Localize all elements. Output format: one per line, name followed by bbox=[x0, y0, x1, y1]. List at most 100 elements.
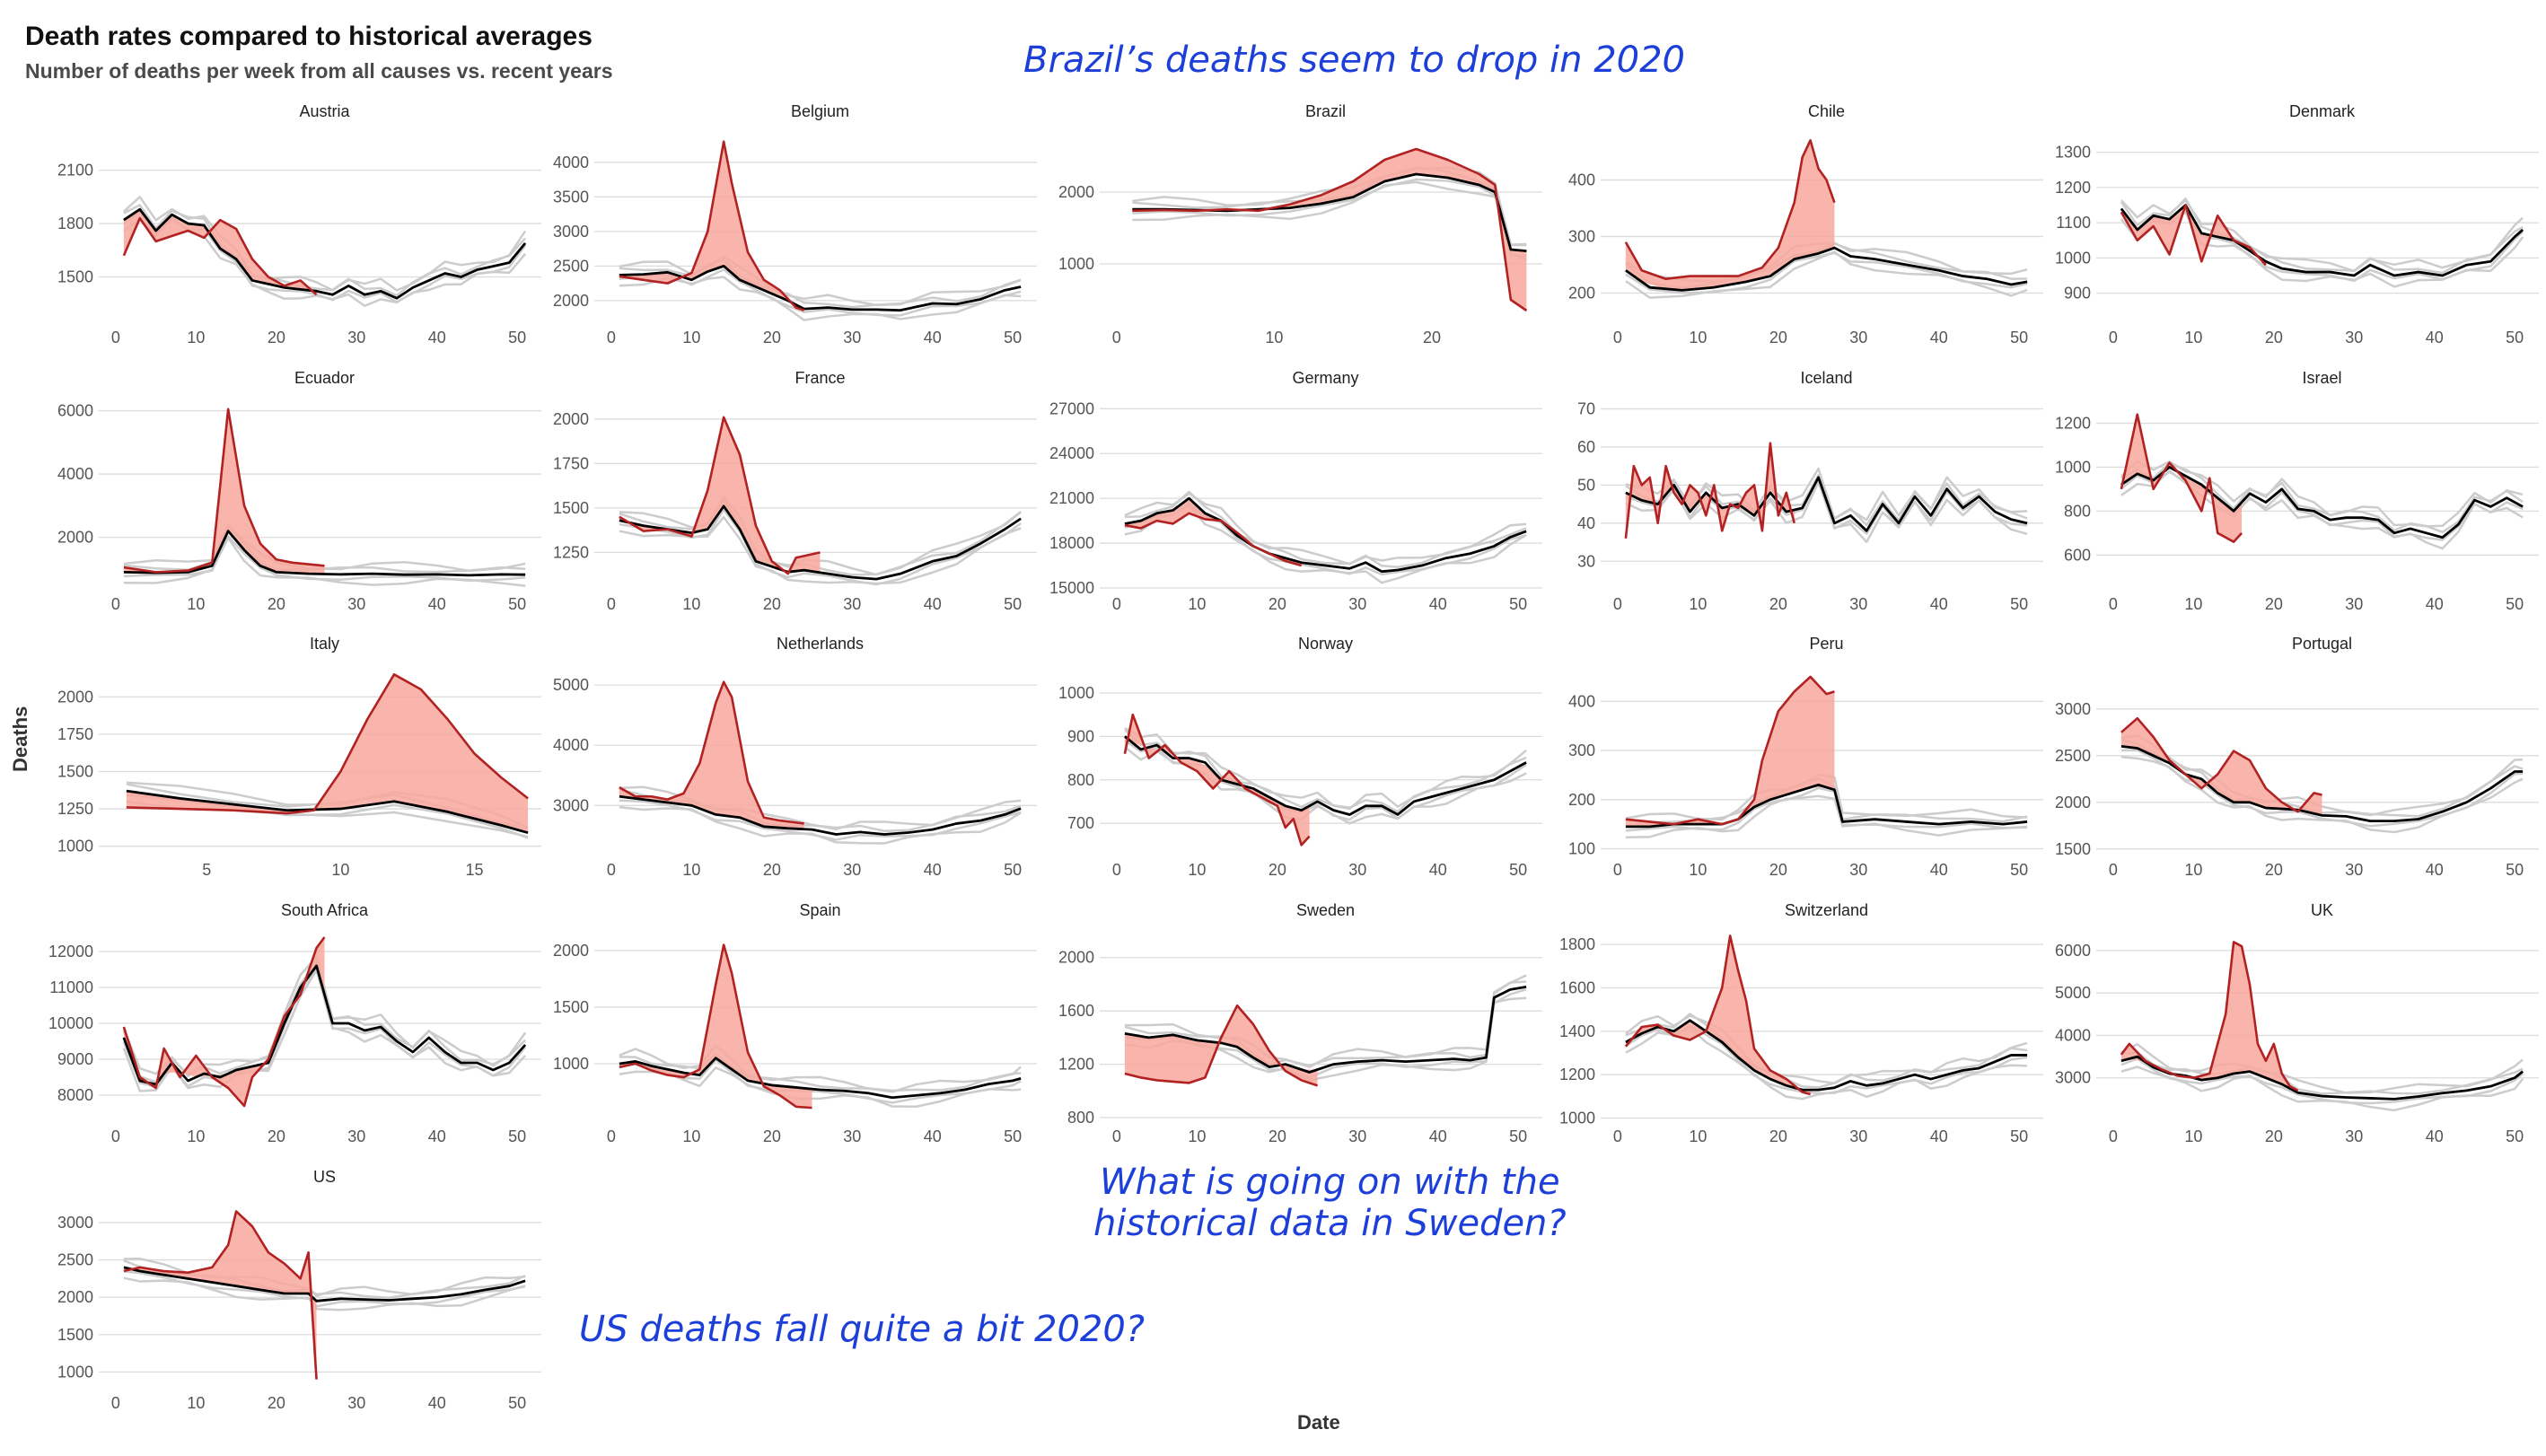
panel-us: US 1000 1500 2000 2500 3000 0 10 20 30 40 50 bbox=[57, 1168, 541, 1412]
excess-area bbox=[2120, 205, 2266, 266]
x-tick-label: 20 bbox=[1769, 861, 1787, 879]
x-tick-label: 0 bbox=[607, 861, 616, 879]
historical-line bbox=[2120, 1051, 2524, 1095]
x-tick-label: 10 bbox=[682, 595, 700, 613]
x-tick-label: 0 bbox=[1613, 1127, 1622, 1145]
x-tick-label: 50 bbox=[1004, 1127, 1022, 1145]
x-tick-label: 0 bbox=[111, 595, 120, 613]
x-tick-label: 40 bbox=[428, 1394, 446, 1412]
x-tick-label: 10 bbox=[187, 1394, 205, 1412]
x-tick-label: 50 bbox=[2506, 861, 2524, 879]
panel-title: Belgium bbox=[791, 102, 849, 120]
panel-brazil: Brazil 1000 2000 0 10 20 bbox=[1058, 102, 1542, 346]
x-tick-label: 50 bbox=[1509, 1127, 1527, 1145]
y-tick-label: 3500 bbox=[553, 188, 589, 206]
y-tick-label: 24000 bbox=[1049, 444, 1094, 462]
average-line bbox=[1124, 735, 1527, 816]
x-tick-label: 40 bbox=[924, 861, 942, 879]
x-tick-label: 5 bbox=[202, 861, 211, 879]
x-tick-label: 30 bbox=[347, 329, 365, 346]
x-tick-label: 20 bbox=[763, 595, 781, 613]
x-tick-label: 50 bbox=[508, 1127, 526, 1145]
excess-area bbox=[123, 1211, 317, 1380]
panel-title: Brazil bbox=[1305, 102, 1346, 120]
average-line bbox=[123, 530, 526, 577]
y-tick-label: 1500 bbox=[2055, 840, 2091, 858]
panel-title: Sweden bbox=[1296, 901, 1355, 919]
x-axis-label: Date bbox=[1297, 1411, 1340, 1434]
average-line bbox=[126, 789, 529, 835]
excess-area bbox=[126, 674, 529, 833]
y-tick-label: 11000 bbox=[49, 978, 93, 996]
panel-belgium: Belgium 2000 2500 3000 3500 4000 0 10 20 30 40 50 bbox=[553, 102, 1037, 346]
y-tick-label: 2000 bbox=[57, 529, 93, 547]
x-tick-label: 20 bbox=[763, 329, 781, 346]
x-tick-label: 40 bbox=[1429, 595, 1447, 613]
y-tick-label: 4000 bbox=[57, 465, 93, 483]
x-tick-label: 50 bbox=[508, 1394, 526, 1412]
x-tick-label: 50 bbox=[1004, 595, 1022, 613]
x-tick-label: 20 bbox=[268, 329, 285, 346]
x-tick-label: 30 bbox=[843, 595, 861, 613]
y-tick-label: 3000 bbox=[57, 1214, 93, 1232]
x-tick-label: 0 bbox=[607, 1127, 616, 1145]
panel-germany: Germany 15000 18000 21000 24000 27000 0 10 20 30 4… bbox=[1049, 369, 1542, 613]
x-tick-label: 40 bbox=[1429, 1127, 1447, 1145]
panel-title: Netherlands bbox=[777, 635, 864, 653]
historical-line bbox=[1124, 980, 1527, 1067]
historical-line bbox=[619, 508, 1022, 586]
panel-italy: Italy 1000 1250 1500 1750 2000 5 10 15 bbox=[57, 635, 541, 879]
y-tick-label: 2000 bbox=[553, 292, 589, 310]
panel-title: France bbox=[795, 369, 845, 387]
x-tick-label: 40 bbox=[1930, 329, 1948, 346]
excess-area bbox=[2120, 942, 2298, 1093]
panel-title: Portugal bbox=[2292, 635, 2352, 653]
y-tick-label: 300 bbox=[1568, 227, 1595, 245]
y-tick-label: 2000 bbox=[2055, 794, 2091, 811]
y-tick-label: 1500 bbox=[553, 998, 589, 1016]
x-tick-label: 15 bbox=[465, 861, 483, 879]
historical-line bbox=[619, 799, 1022, 841]
line-2020 bbox=[1123, 713, 1311, 846]
x-tick-label: 50 bbox=[2010, 595, 2028, 613]
x-tick-label: 0 bbox=[1112, 1127, 1121, 1145]
line-2020 bbox=[2120, 204, 2267, 267]
excess-area bbox=[1124, 498, 1302, 566]
x-tick-label: 50 bbox=[2506, 1127, 2524, 1145]
y-tick-label: 27000 bbox=[1049, 399, 1094, 417]
panel-france: France 1250 1500 1750 2000 0 10 20 30 40 50 bbox=[553, 369, 1037, 613]
x-tick-label: 10 bbox=[187, 1127, 205, 1145]
x-tick-label: 30 bbox=[2345, 861, 2363, 879]
x-tick-label: 20 bbox=[1423, 329, 1441, 346]
x-tick-label: 20 bbox=[268, 595, 285, 613]
x-tick-label: 30 bbox=[2345, 1127, 2363, 1145]
y-tick-label: 2500 bbox=[57, 1251, 93, 1269]
historical-line bbox=[123, 525, 526, 573]
panel-title: Switzerland bbox=[1785, 901, 1868, 919]
historical-line bbox=[1132, 180, 1527, 261]
excess-area bbox=[1124, 715, 1310, 846]
x-tick-label: 20 bbox=[2265, 329, 2283, 346]
x-tick-label: 30 bbox=[1849, 595, 1867, 613]
panel-title: Germany bbox=[1292, 369, 1358, 387]
historical-line bbox=[123, 204, 527, 297]
excess-area bbox=[619, 417, 821, 575]
x-tick-label: 0 bbox=[2109, 1127, 2118, 1145]
y-tick-label: 4000 bbox=[553, 153, 589, 171]
line-2020 bbox=[1124, 1004, 1318, 1087]
x-tick-label: 30 bbox=[347, 1127, 365, 1145]
line-2020 bbox=[1624, 934, 1811, 1096]
panel-spain: Spain 1000 1500 2000 0 10 20 30 40 50 bbox=[553, 901, 1037, 1145]
y-tick-label: 1100 bbox=[2056, 214, 2091, 232]
x-tick-label: 0 bbox=[111, 1127, 120, 1145]
x-tick-label: 20 bbox=[2265, 1127, 2283, 1145]
y-tick-label: 900 bbox=[2064, 285, 2091, 303]
x-tick-label: 50 bbox=[1509, 595, 1527, 613]
x-tick-label: 50 bbox=[1004, 329, 1022, 346]
x-tick-label: 0 bbox=[2109, 595, 2118, 613]
y-tick-label: 50 bbox=[1577, 476, 1595, 494]
historical-line bbox=[2120, 461, 2524, 534]
average-line bbox=[2120, 466, 2524, 539]
y-tick-label: 3000 bbox=[553, 223, 589, 241]
x-tick-label: 40 bbox=[2426, 861, 2444, 879]
